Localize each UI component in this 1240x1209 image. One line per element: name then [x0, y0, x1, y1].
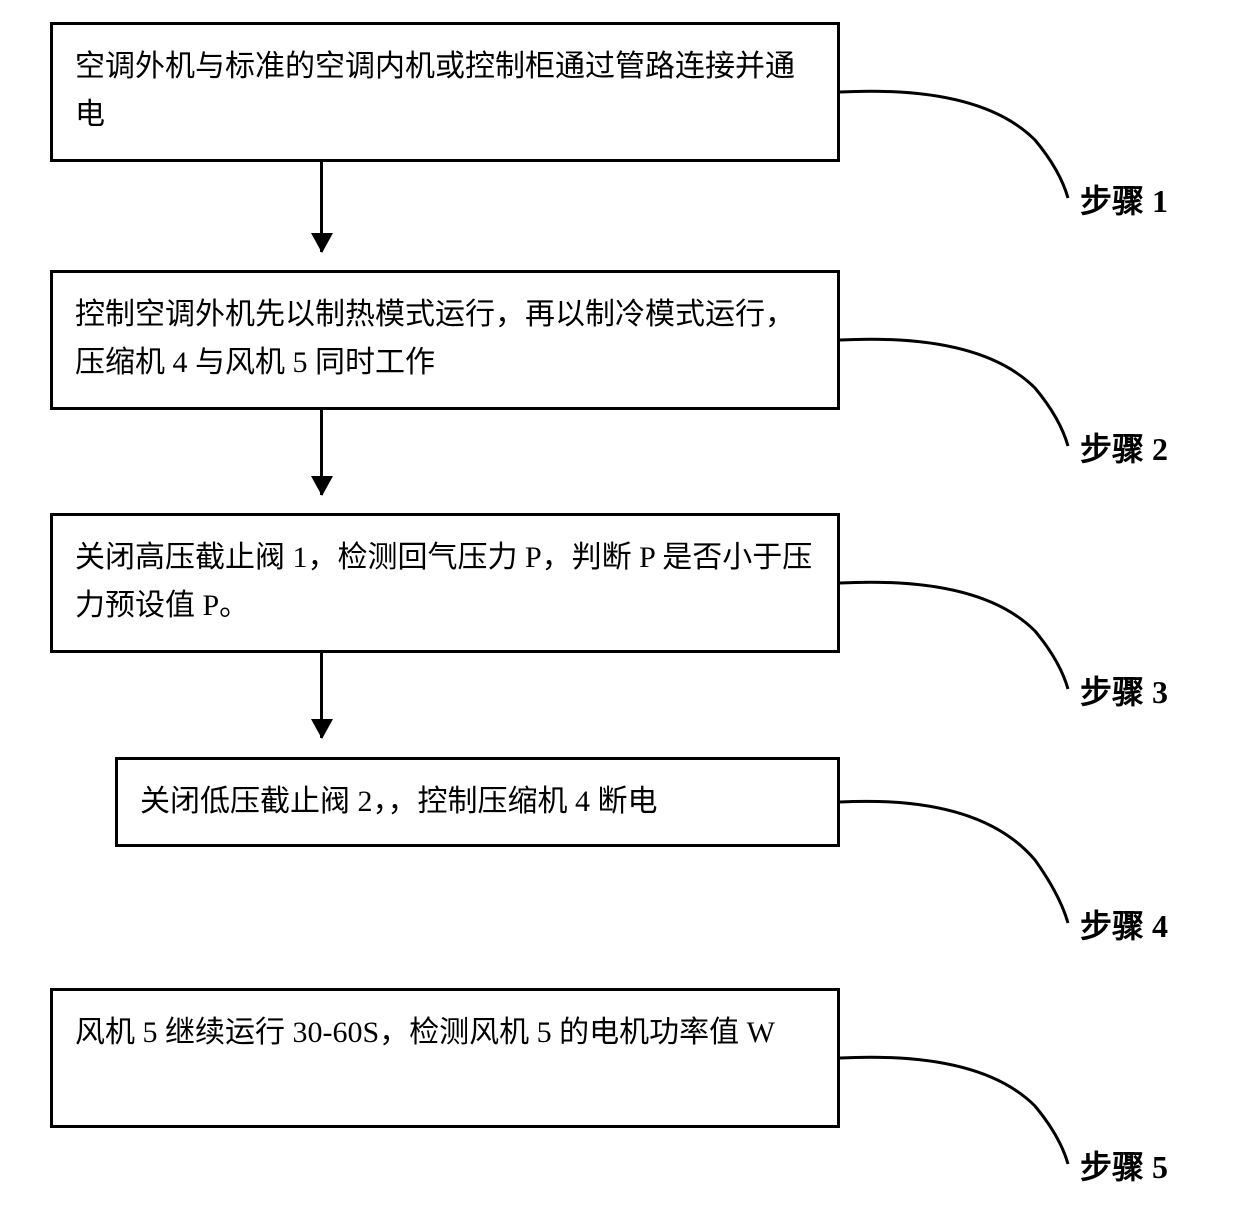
curve-1: [840, 80, 1080, 210]
step-text-4: 关闭低压截止阀 2，，控制压缩机 4 断电: [140, 785, 658, 818]
step-text-3: 关闭高压截止阀 1，检测回气压力 P，判断 P 是否小于压力预设值 P。: [75, 541, 812, 622]
step-box-1: 空调外机与标准的空调内机或控制柜通过管路连接并通电: [50, 22, 840, 162]
curve-3: [840, 571, 1080, 701]
step-box-2: 控制空调外机先以制热模式运行，再以制冷模式运行，压缩机 4 与风机 5 同时工作: [50, 270, 840, 410]
step-box-5: 风机 5 继续运行 30-60S，检测风机 5 的电机功率值 W: [50, 988, 840, 1128]
curve-2: [840, 328, 1080, 458]
step-label-4: 步骤 4: [1080, 901, 1168, 947]
step-label-5: 步骤 5: [1080, 1142, 1168, 1188]
step-text-1: 空调外机与标准的空调内机或控制柜通过管路连接并通电: [75, 50, 795, 131]
curve-4: [840, 790, 1080, 935]
step-label-2: 步骤 2: [1080, 424, 1168, 470]
step-text-5: 风机 5 继续运行 30-60S，检测风机 5 的电机功率值 W: [75, 1016, 775, 1049]
curve-5: [840, 1046, 1080, 1176]
flowchart-container: 空调外机与标准的空调内机或控制柜通过管路连接并通电 步骤 1 控制空调外机先以制…: [0, 0, 1240, 1209]
arrow-2-3: [320, 410, 323, 495]
arrow-1-2: [320, 162, 323, 252]
step-label-3: 步骤 3: [1080, 667, 1168, 713]
arrow-3-4: [320, 653, 323, 738]
step-box-3: 关闭高压截止阀 1，检测回气压力 P，判断 P 是否小于压力预设值 P。: [50, 513, 840, 653]
step-label-1: 步骤 1: [1080, 176, 1168, 222]
step-text-2: 控制空调外机先以制热模式运行，再以制冷模式运行，压缩机 4 与风机 5 同时工作: [75, 298, 795, 379]
step-box-4: 关闭低压截止阀 2，，控制压缩机 4 断电: [115, 757, 840, 847]
